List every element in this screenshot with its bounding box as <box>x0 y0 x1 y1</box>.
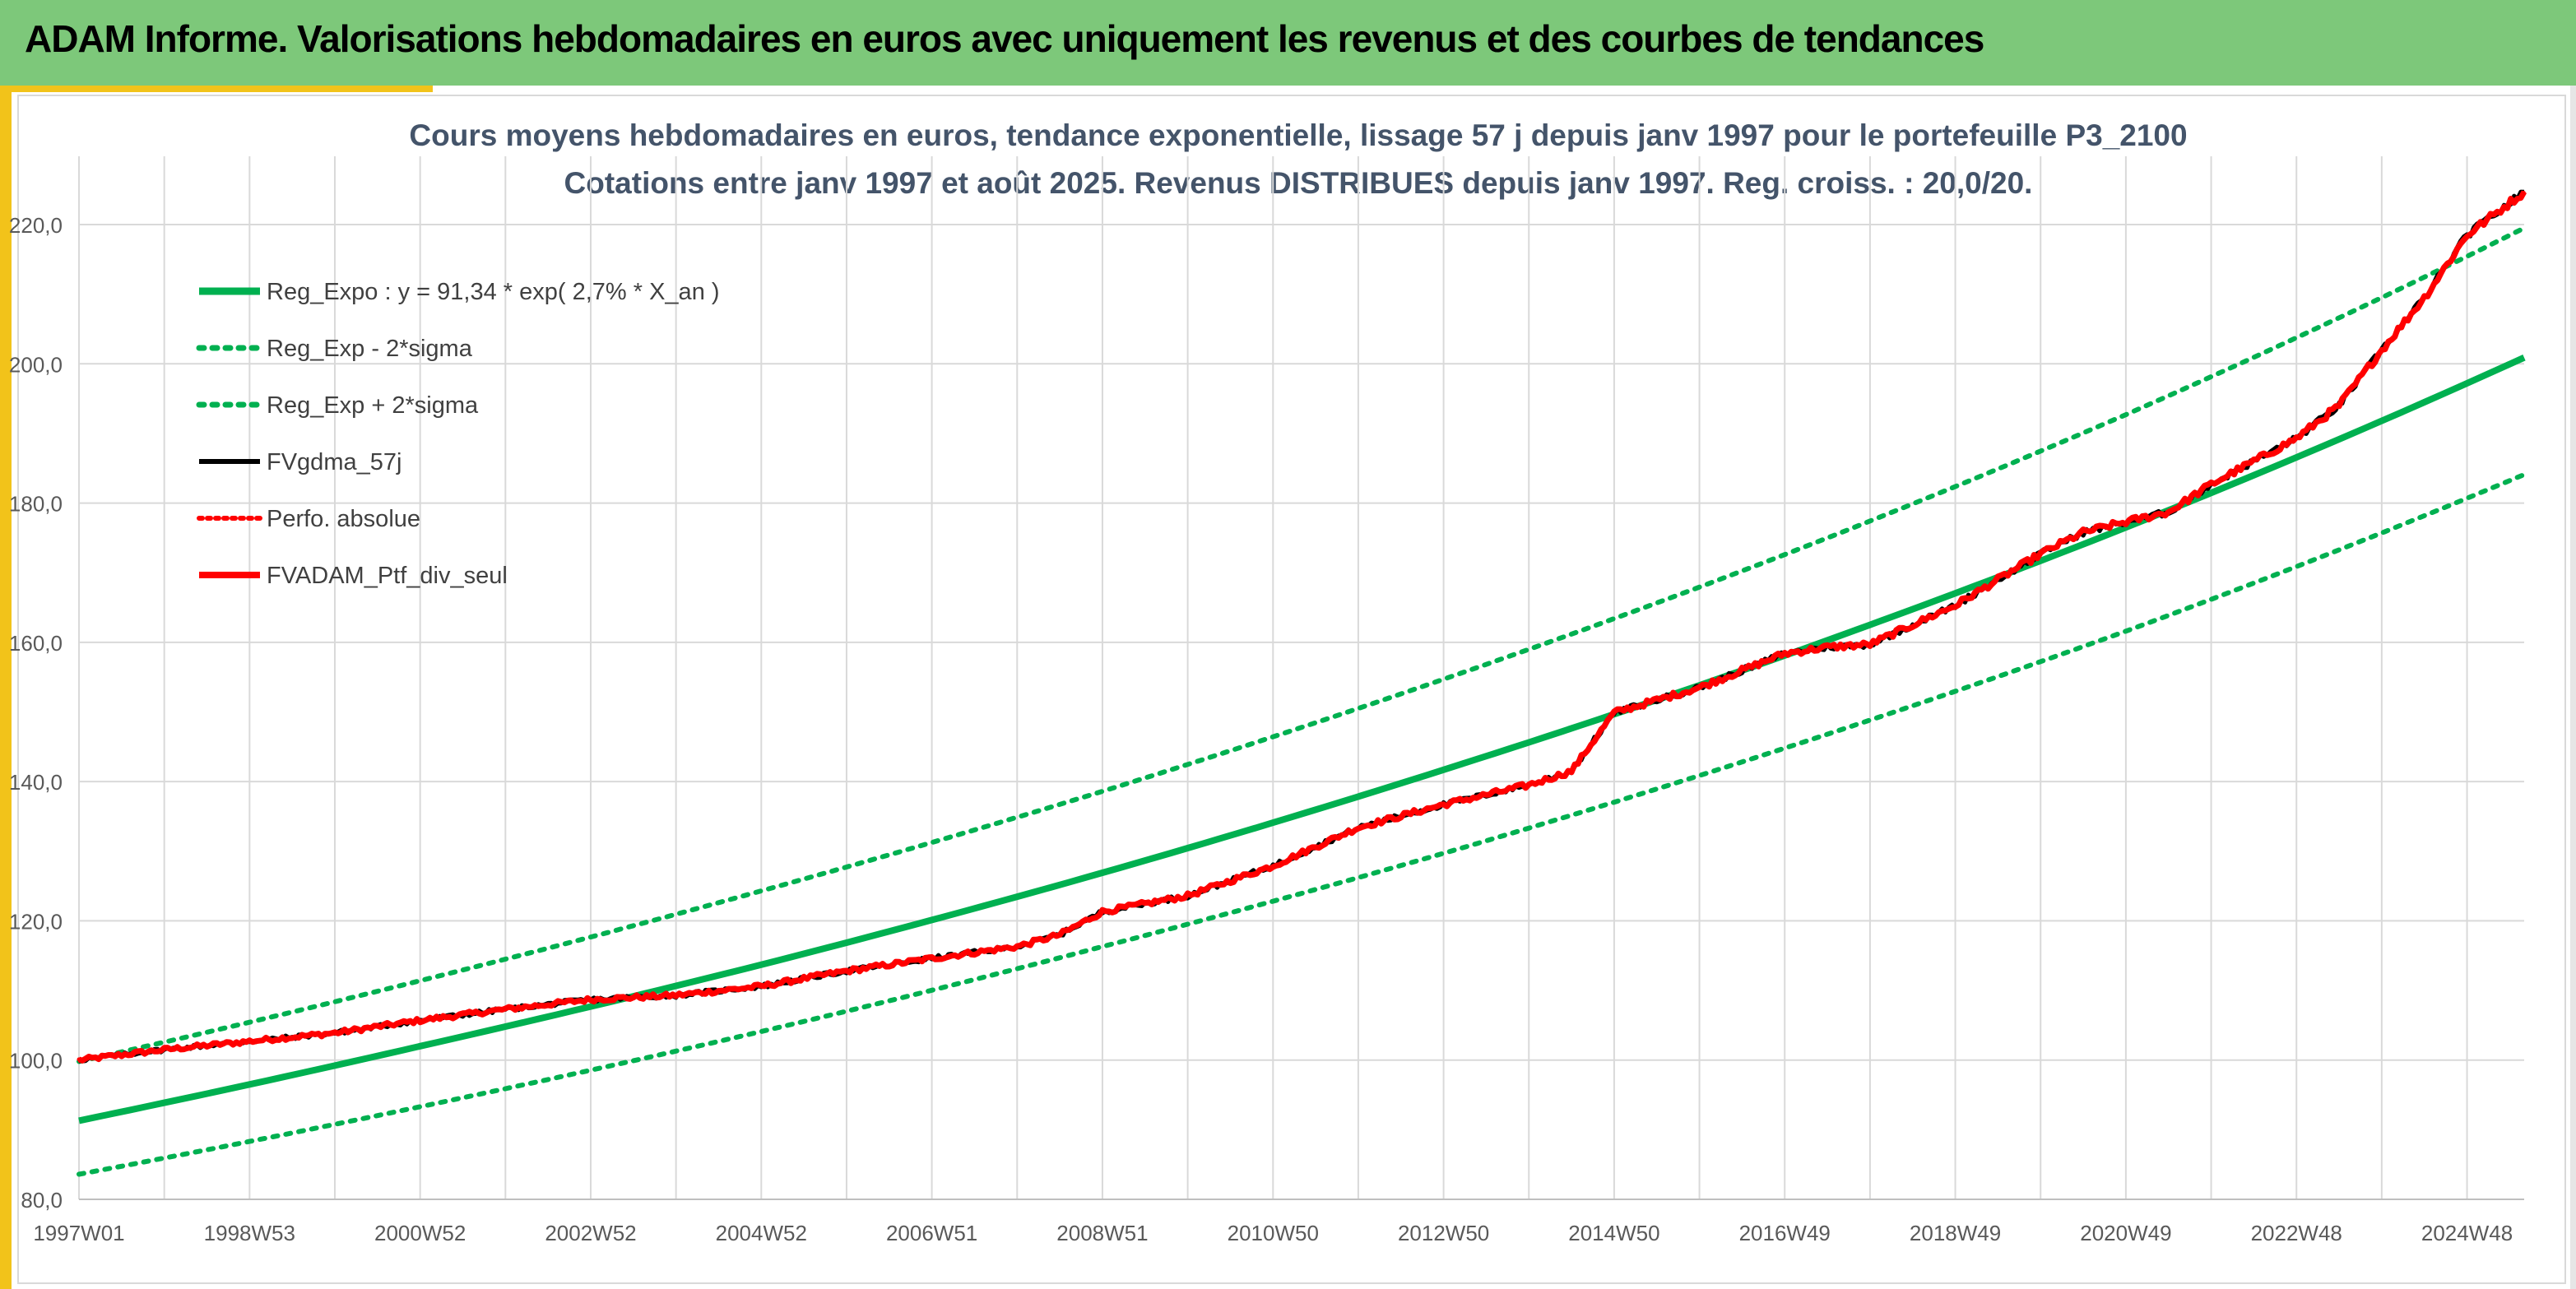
series-line-2 <box>77 225 2527 1064</box>
legend-label: FVgdma_57j <box>267 449 401 475</box>
y-tick-label: 160,0 <box>9 631 63 656</box>
series-line-5 <box>77 190 2527 1064</box>
chart-title: Cours moyens hebdomadaires en euros, ten… <box>409 118 2187 152</box>
x-tick-label: 2004W52 <box>716 1221 807 1245</box>
x-tick-label: 2000W52 <box>374 1221 466 1245</box>
series-line-1 <box>77 471 2527 1177</box>
y-tick-label: 80,0 <box>21 1188 63 1212</box>
chart-area <box>17 95 2566 1284</box>
x-tick-label: 2024W48 <box>2421 1221 2513 1245</box>
accent-bar-top <box>12 86 433 92</box>
series-line-0 <box>78 355 2526 1124</box>
x-tick-label: 1998W53 <box>204 1221 295 1245</box>
x-tick-label: 2010W50 <box>1228 1221 1319 1245</box>
x-tick-label: 2008W51 <box>1056 1221 1148 1245</box>
chart-subtitle: Cotations entre janv 1997 et août 2025. … <box>564 166 2033 200</box>
x-tick-label: 2002W52 <box>545 1221 636 1245</box>
y-tick-label: 140,0 <box>9 770 63 795</box>
legend-label: Reg_Exp - 2*sigma <box>267 336 473 362</box>
y-tick-label: 220,0 <box>9 213 63 238</box>
y-tick-label: 120,0 <box>9 909 63 934</box>
x-tick-label: 2014W50 <box>1568 1221 1659 1245</box>
legend: Reg_Expo : y = 91,34 * exp( 2,7% * X_an … <box>196 279 720 589</box>
legend-label: Perfo. absolue <box>267 506 420 532</box>
x-tick-label: 2006W51 <box>886 1221 977 1245</box>
x-tick-label: 2018W49 <box>1910 1221 2001 1245</box>
x-tick-label: 2012W50 <box>1398 1221 1489 1245</box>
y-tick-label: 180,0 <box>9 492 63 517</box>
y-tick-label: 200,0 <box>9 352 63 377</box>
grid <box>78 156 2524 1200</box>
x-tick-label: 2016W49 <box>1739 1221 1831 1245</box>
frame-border-right <box>2570 86 2576 1289</box>
x-tick-label: 2022W48 <box>2251 1221 2342 1245</box>
axis-ticks: 80,0 100,0 120,0 140,0 160,0 180,0 200,0 220,0 1… <box>9 213 2513 1245</box>
x-tick-label: 2020W49 <box>2080 1221 2171 1245</box>
legend-label: FVADAM_Ptf_div_seul <box>267 563 508 589</box>
series-group <box>77 189 2527 1177</box>
legend-label: Reg_Exp + 2*sigma <box>267 392 479 419</box>
page-title: ADAM Informe. Valorisations hebdomadaire… <box>25 17 1984 60</box>
x-tick-label: 1997W01 <box>33 1221 124 1245</box>
accent-bar-left <box>0 86 12 1289</box>
title-bar: ADAM Informe. Valorisations hebdomadaire… <box>0 0 2576 86</box>
y-tick-label: 100,0 <box>9 1049 63 1073</box>
legend-label: Reg_Expo : y = 91,34 * exp( 2,7% * X_an … <box>267 279 720 305</box>
